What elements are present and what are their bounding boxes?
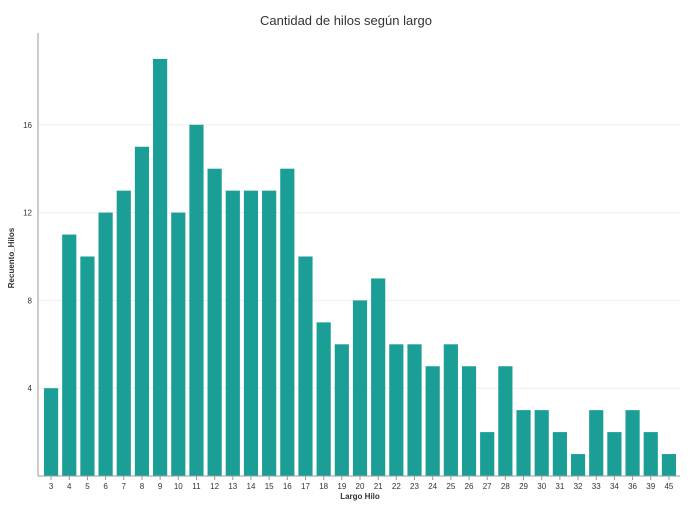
bar-14 [243,190,259,476]
bar-8 [134,146,150,476]
x-tick-label: 15 [265,482,274,491]
x-tick-label: 30 [537,482,546,491]
bar-21 [371,278,386,476]
bar-27 [480,432,495,476]
x-tick-label: 45 [664,482,673,491]
x-tick-label: 3 [49,482,54,491]
bar-16 [280,168,295,476]
x-tick-labels: 3 4 5 6 7 8 9 10 11 12 13 14 15 16 17 18 19 20 21 22 23 24 25 2… [49,476,674,491]
bar-11 [189,124,204,477]
y-tick-label: 8 [28,296,33,305]
bar-4 [62,234,77,476]
x-tick-label: 26 [465,482,474,491]
bar-6 [98,212,113,476]
bar-12 [207,168,222,476]
bar-9 [153,58,168,476]
x-tick-label: 31 [555,482,564,491]
x-tick-label: 14 [247,482,256,491]
x-tick-label: 34 [610,482,619,491]
bar-32 [570,454,586,476]
bar-3 [43,388,59,476]
x-tick-label: 13 [228,482,237,491]
bar-30 [534,410,549,476]
x-tick-label: 20 [356,482,365,491]
bar-23 [407,344,422,476]
bar-20 [352,300,368,476]
bar-45 [661,454,677,476]
x-tick-label: 36 [628,482,637,491]
y-tick-label: 4 [28,384,33,393]
chart-title: Cantidad de hilos según largo [260,13,432,28]
x-tick-label: 29 [519,482,528,491]
bar-7 [116,190,131,476]
bar-25 [443,344,458,476]
bar-29 [516,410,531,476]
y-tick-labels: 4 8 12 16 [23,121,32,393]
bar-39 [643,432,658,476]
y-axis-label: Recuento_Hilos [7,227,16,288]
x-tick-label: 4 [67,482,72,491]
bar-10 [171,212,186,476]
bar-34 [607,432,622,476]
bars [43,58,677,477]
bar-26 [461,366,477,476]
x-tick-label: 11 [192,482,201,491]
bar-15 [262,190,277,476]
x-tick-label: 8 [140,482,145,491]
x-tick-label: 32 [574,482,583,491]
bar-5 [80,256,95,476]
x-tick-label: 18 [319,482,328,491]
bar-31 [552,432,567,476]
x-tick-label: 9 [158,482,163,491]
x-tick-label: 19 [337,482,346,491]
x-tick-label: 25 [446,482,455,491]
bar-36 [625,410,640,476]
x-tick-label: 22 [392,482,401,491]
bar-24 [425,366,440,476]
x-tick-label: 7 [122,482,127,491]
x-tick-label: 33 [592,482,601,491]
bar-22 [389,344,404,476]
x-tick-label: 27 [483,482,492,491]
x-tick-label: 12 [210,482,219,491]
x-tick-label: 6 [103,482,108,491]
x-tick-label: 39 [646,482,655,491]
y-tick-label: 12 [23,209,32,218]
x-tick-label: 21 [374,482,383,491]
x-tick-label: 23 [410,482,419,491]
x-tick-label: 17 [301,482,310,491]
x-tick-label: 16 [283,482,292,491]
x-tick-label: 5 [85,482,90,491]
x-axis-label: Largo Hilo [340,492,380,501]
bar-18 [316,322,331,476]
bar-19 [334,344,349,476]
y-tick-label: 16 [23,121,32,130]
bar-28 [498,366,513,476]
bar-33 [589,410,604,476]
bar-13 [225,190,240,476]
x-tick-label: 10 [174,482,183,491]
x-tick-label: 28 [501,482,510,491]
x-tick-label: 24 [428,482,437,491]
bar-17 [298,256,313,476]
